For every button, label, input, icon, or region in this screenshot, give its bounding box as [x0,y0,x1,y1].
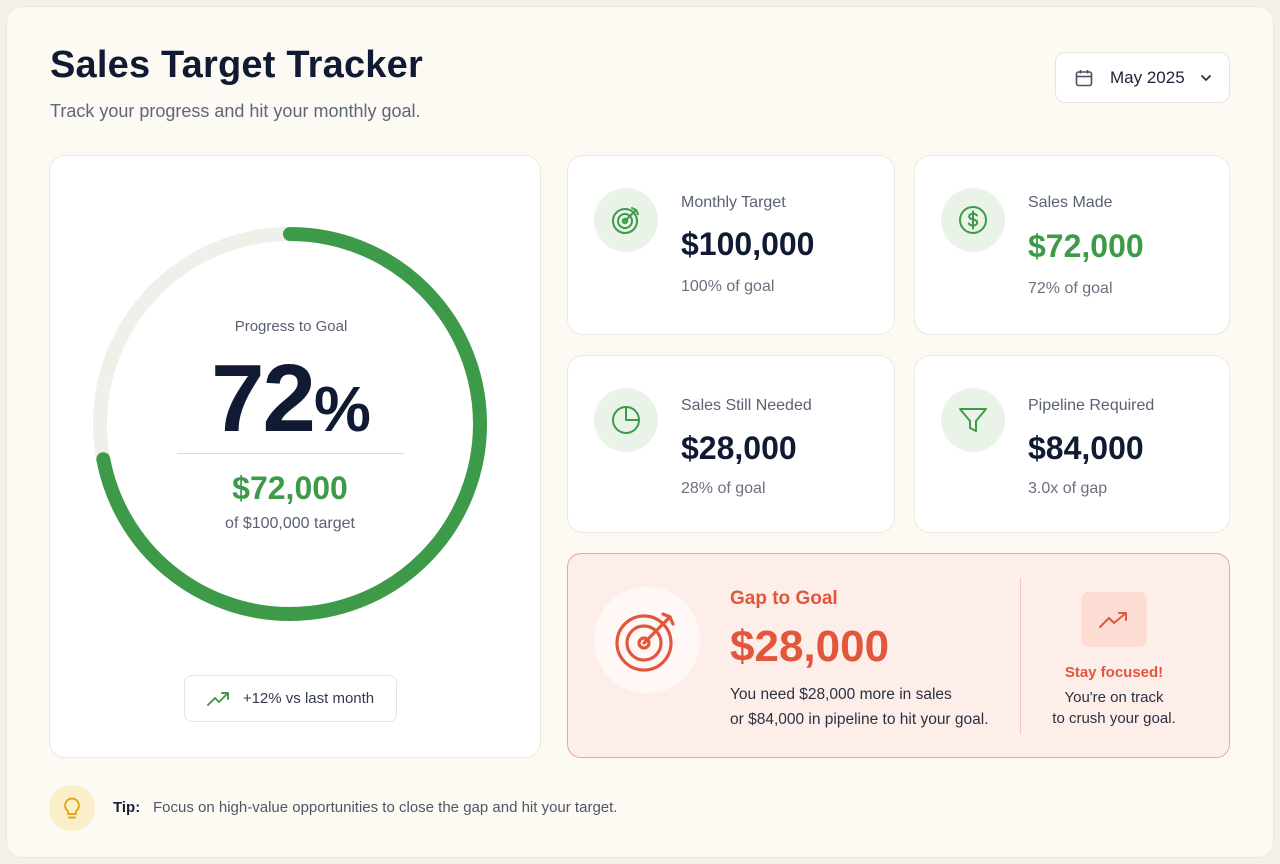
sales-made-label: Sales Made [1028,194,1113,211]
progress-percent: 72% [50,344,532,454]
progress-target-text: of $100,000 target [225,515,355,532]
progress-amount: $72,000 [232,470,348,506]
gap-description-line2: or $84,000 in pipeline to hit your goal. [730,711,989,728]
pipeline-required-value: $84,000 [1028,430,1144,466]
trending-up-icon [1081,592,1147,647]
gap-title: Gap to Goal [730,588,838,609]
pipeline-required-card: Pipeline Required $84,000 3.0x of gap [914,355,1230,533]
funnel-icon [941,388,1005,452]
sales-needed-value: $28,000 [681,430,797,466]
sales-needed-note: 28% of goal [681,480,766,497]
pipeline-required-label: Pipeline Required [1028,397,1155,414]
sales-made-note: 72% of goal [1028,280,1113,297]
sales-needed-card: Sales Still Needed $28,000 28% of goal [567,355,895,533]
focus-text-line1: You're on track [1064,689,1164,706]
chevron-down-icon [1199,71,1213,85]
monthly-target-note: 100% of goal [681,278,775,295]
gap-description-line1: You need $28,000 more in sales [730,686,952,703]
trending-up-icon [206,691,231,707]
progress-card: Progress to Goal 72% $72,000 of $100,000… [49,155,541,758]
progress-percent-value: 72 [211,345,316,452]
month-selector[interactable]: May 2025 [1055,52,1230,103]
monthly-target-label: Monthly Target [681,194,786,211]
page-title: Sales Target Tracker [50,44,423,86]
target-arrow-icon [594,587,700,693]
pipeline-required-note: 3.0x of gap [1028,480,1108,497]
focus-title: Stay focused! [1064,664,1164,681]
calendar-icon [1074,68,1094,88]
progress-percent-sign: % [313,373,371,445]
sales-made-card: Sales Made $72,000 72% of goal [914,155,1230,335]
focus-text: You're on track to crush your goal. [1038,687,1190,729]
lightbulb-icon [49,785,95,831]
gap-to-goal-card: Gap to Goal $28,000 You need $28,000 mor… [567,553,1230,758]
sales-made-value: $72,000 [1028,228,1144,264]
sales-needed-label: Sales Still Needed [681,397,812,414]
target-icon [594,188,658,252]
progress-ring-fill [93,227,487,621]
progress-divider [177,453,404,454]
page-subtitle: Track your progress and hit your monthly… [50,101,421,121]
focus-text-line2: to crush your goal. [1052,710,1176,727]
gap-description: You need $28,000 more in sales or $84,00… [730,682,989,732]
gap-value: $28,000 [730,622,890,671]
trend-text: +12% vs last month [242,690,375,707]
pie-chart-icon [594,388,658,452]
monthly-target-card: Monthly Target $100,000 100% of goal [567,155,895,335]
tip-text: Focus on high-value opportunities to clo… [153,799,618,816]
progress-label: Progress to Goal [234,318,348,335]
monthly-target-value: $100,000 [681,226,815,262]
dollar-circle-icon [941,188,1005,252]
tip-label: Tip: [113,799,141,816]
gap-divider [1020,578,1021,734]
progress-ring [93,227,487,621]
month-selector-value: May 2025 [1110,67,1185,87]
trend-badge: +12% vs last month [184,675,397,722]
